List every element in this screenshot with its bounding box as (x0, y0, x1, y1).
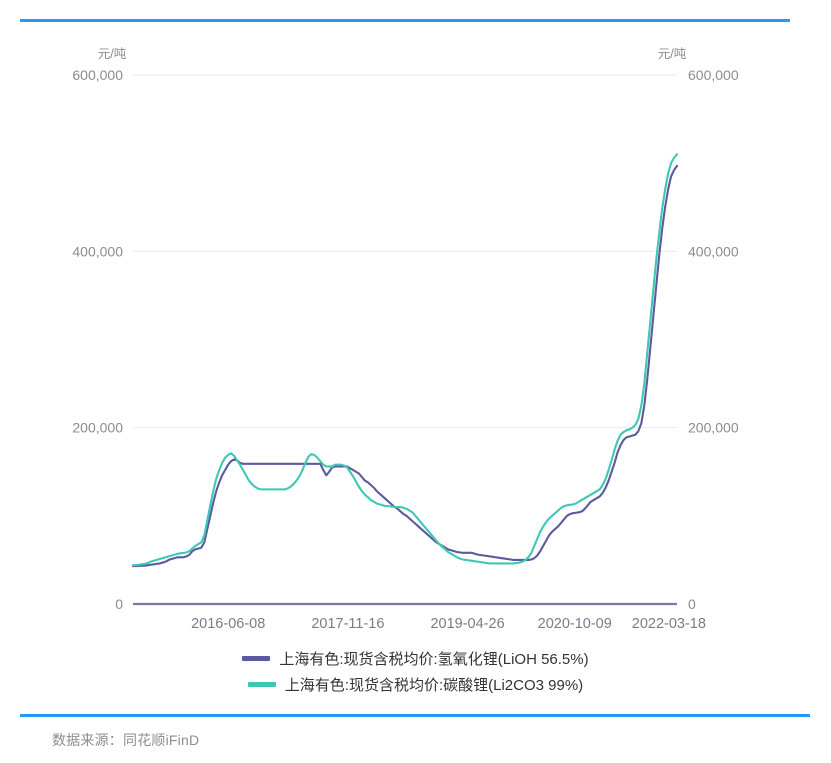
legend-label-li2co3: 上海有色:现货含税均价:碳酸锂(Li2CO3 99%) (284, 676, 584, 694)
y-tick-label: 200,000 (72, 420, 123, 436)
y-axis-unit-right: 元/吨 (658, 47, 687, 61)
gridlines (133, 74, 677, 429)
series-line-1 (131, 153, 679, 567)
x-axis-labels: 2016-06-08 2017-11-16 2019-04-26 2020-10-09… (191, 616, 706, 630)
line-chart: 0 200,000 400,000 600,000 0 200,000 400,000 60… (0, 30, 831, 630)
x-tick-label: 2022-03-18 (632, 616, 706, 630)
bottom-divider-rule (20, 714, 810, 717)
top-divider-rule (20, 19, 790, 22)
data-source-note: 数据来源：同花顺iFinD (52, 732, 200, 748)
series-line-0 (131, 164, 679, 568)
legend-swatch-lioh (242, 655, 271, 661)
y-axis-labels-right: 0 200,000 400,000 600,000 (688, 67, 739, 612)
legend-label-lioh: 上海有色:现货含税均价:氢氧化锂(LiOH 56.5%) (279, 650, 589, 668)
y-tick-label-right: 400,000 (688, 243, 739, 259)
y-axis-labels-left: 0 200,000 400,000 600,000 (72, 67, 123, 612)
chart-legend: 上海有色:现货含税均价:氢氧化锂(LiOH 56.5%) 上海有色:现货含税均价… (0, 645, 831, 697)
legend-item-li2co3[interactable]: 上海有色:现货含税均价:碳酸锂(Li2CO3 99%) (0, 671, 831, 697)
y-tick-label-right: 200,000 (688, 420, 739, 436)
y-tick-label: 600,000 (72, 67, 123, 83)
y-tick-label-right: 600,000 (688, 67, 739, 83)
y-axis-unit-left: 元/吨 (98, 47, 127, 61)
y-tick-label: 0 (115, 596, 123, 612)
x-tick-label: 2016-06-08 (191, 616, 265, 630)
x-tick-label: 2017-11-16 (311, 616, 384, 630)
x-tick-label: 2019-04-26 (430, 616, 504, 630)
x-tick-label: 2020-10-09 (538, 616, 612, 630)
legend-swatch-li2co3 (247, 681, 276, 687)
legend-item-lioh[interactable]: 上海有色:现货含税均价:氢氧化锂(LiOH 56.5%) (0, 645, 831, 671)
y-tick-label-right: 0 (688, 596, 696, 612)
series-lines (131, 153, 679, 568)
y-tick-label: 400,000 (72, 243, 123, 259)
chart-svg: 0 200,000 400,000 600,000 0 200,000 400,000 60… (72, 47, 739, 630)
